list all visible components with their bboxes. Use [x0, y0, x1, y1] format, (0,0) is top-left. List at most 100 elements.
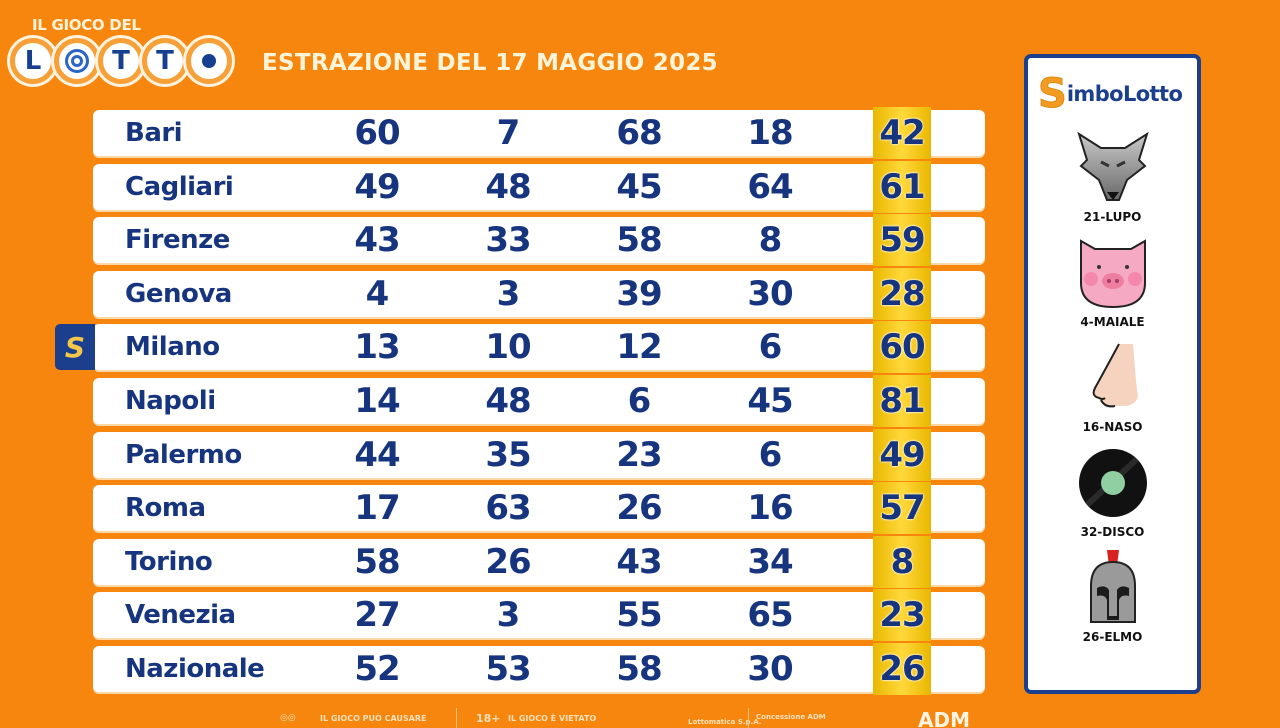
table-row: Genova 4 3 39 30 28	[93, 267, 985, 320]
table-row: Cagliari 49 48 45 64 61	[93, 160, 985, 213]
number-3: 26	[616, 488, 662, 529]
number-2: 48	[485, 166, 531, 207]
city-name: Genova	[125, 278, 232, 309]
number-5-highlight: 57	[873, 482, 931, 535]
number-5-highlight: 8	[873, 535, 931, 588]
number-2: 53	[485, 648, 531, 689]
footer-concession: Concessione ADM	[756, 713, 826, 721]
symbol-item: 32-DISCO	[1028, 445, 1197, 539]
simbolotto-wheel-badge: S	[55, 324, 95, 371]
number-3: 68	[616, 113, 662, 153]
number-1: 27	[354, 595, 400, 636]
number-5-highlight: 28	[873, 267, 931, 320]
responsible-gaming-icon: ◎◎	[280, 713, 296, 723]
number-3: 12	[616, 327, 662, 368]
number-4: 18	[747, 113, 793, 153]
number-1: 52	[354, 648, 400, 689]
table-row: Nazionale 52 53 58 30 26	[93, 642, 985, 695]
number-2: 3	[496, 595, 521, 636]
logo-subtitle: IL GIOCO DEL	[32, 16, 141, 34]
number-2: 33	[485, 220, 531, 261]
adm-logo: ADM	[918, 708, 970, 728]
number-3: 55	[616, 595, 662, 636]
city-name: Bari	[125, 118, 183, 148]
number-3: 43	[616, 541, 662, 582]
footer-operator: Lottomatica S.p.A.	[688, 718, 762, 726]
helmet-icon	[1075, 550, 1151, 626]
number-1: 14	[354, 380, 400, 421]
symbol-item: 21-LUPO	[1028, 130, 1197, 224]
logo-ball-l: L	[10, 38, 56, 84]
number-4: 6	[758, 327, 783, 368]
city-name: Palermo	[125, 439, 242, 470]
simbolotto-panel: S imboLotto 21-LUPO 4-MAIALE	[1024, 54, 1201, 694]
number-1: 58	[354, 541, 400, 582]
vinyl-disc-icon	[1075, 445, 1151, 521]
number-2: 10	[485, 327, 531, 368]
number-4: 64	[747, 166, 793, 207]
number-1: 44	[354, 434, 400, 475]
number-2: 48	[485, 380, 531, 421]
number-5-highlight: 60	[873, 321, 931, 374]
symbol-item: 26-ELMO	[1028, 550, 1197, 644]
number-1: 49	[354, 166, 400, 207]
number-3: 6	[627, 380, 652, 421]
symbol-label: 16-NASO	[1082, 420, 1143, 434]
city-name: Firenze	[125, 225, 230, 256]
city-name: Napoli	[125, 385, 216, 416]
number-3: 58	[616, 648, 662, 689]
city-name: Venezia	[125, 600, 236, 631]
number-3: 58	[616, 220, 662, 261]
number-2: 7	[496, 113, 521, 153]
results-table: Bari 60 7 68 18 42 Cagliari 49 48 45 64 …	[55, 107, 985, 700]
symbol-label: 4-MAIALE	[1080, 315, 1145, 329]
table-row: Palermo 44 35 23 6 49	[93, 428, 985, 481]
footer-divider	[456, 708, 457, 728]
number-4: 6	[758, 434, 783, 475]
age-restriction-badge: 18+	[476, 712, 501, 725]
simbolotto-logo: S imboLotto	[1038, 71, 1183, 117]
symbol-item: 4-MAIALE	[1028, 235, 1197, 329]
city-name: Torino	[125, 546, 213, 577]
symbol-item: 16-NASO	[1028, 340, 1197, 434]
number-3: 23	[616, 434, 662, 475]
number-1: 60	[354, 113, 400, 153]
logo-ball-t2: T	[142, 38, 188, 84]
footer-disclaimer: ◎◎ IL GIOCO PUÒ CAUSARE 18+ IL GIOCO È V…	[278, 708, 1018, 728]
city-name: Milano	[125, 332, 220, 363]
number-4: 16	[747, 488, 793, 529]
number-5-highlight: 81	[873, 374, 931, 427]
city-name: Roma	[125, 493, 206, 524]
number-5-highlight: 59	[873, 214, 931, 267]
dot-icon	[202, 54, 216, 68]
number-1: 17	[354, 488, 400, 529]
number-5-highlight: 42	[873, 107, 931, 159]
table-row: Venezia 27 3 55 65 23	[93, 589, 985, 642]
number-4: 30	[747, 273, 793, 314]
number-4: 34	[747, 541, 793, 582]
table-row: Firenze 43 33 58 8 59	[93, 214, 985, 267]
table-row: Roma 17 63 26 16 57	[93, 482, 985, 535]
table-row: Bari 60 7 68 18 42	[93, 107, 985, 159]
nose-icon	[1075, 340, 1151, 416]
number-2: 3	[496, 273, 521, 314]
swirl-icon	[65, 49, 89, 73]
table-row: Napoli 14 48 6 45 81	[93, 374, 985, 427]
logo-balls: L T T	[10, 38, 232, 84]
number-4: 8	[758, 220, 783, 261]
number-5-highlight: 26	[873, 642, 931, 695]
pig-icon	[1075, 235, 1151, 311]
symbol-label: 32-DISCO	[1080, 525, 1145, 539]
number-3: 39	[616, 273, 662, 314]
number-5-highlight: 61	[873, 160, 931, 213]
symbol-label: 26-ELMO	[1082, 630, 1143, 644]
logo-ball-swirl	[54, 38, 100, 84]
logo-ball-t1: T	[98, 38, 144, 84]
number-1: 13	[354, 327, 400, 368]
number-3: 45	[616, 166, 662, 207]
logo-ball-dot	[186, 38, 232, 84]
lotto-logo: IL GIOCO DEL L T T	[6, 14, 236, 94]
number-4: 45	[747, 380, 793, 421]
number-4: 65	[747, 595, 793, 636]
symbol-label: 21-LUPO	[1083, 210, 1142, 224]
